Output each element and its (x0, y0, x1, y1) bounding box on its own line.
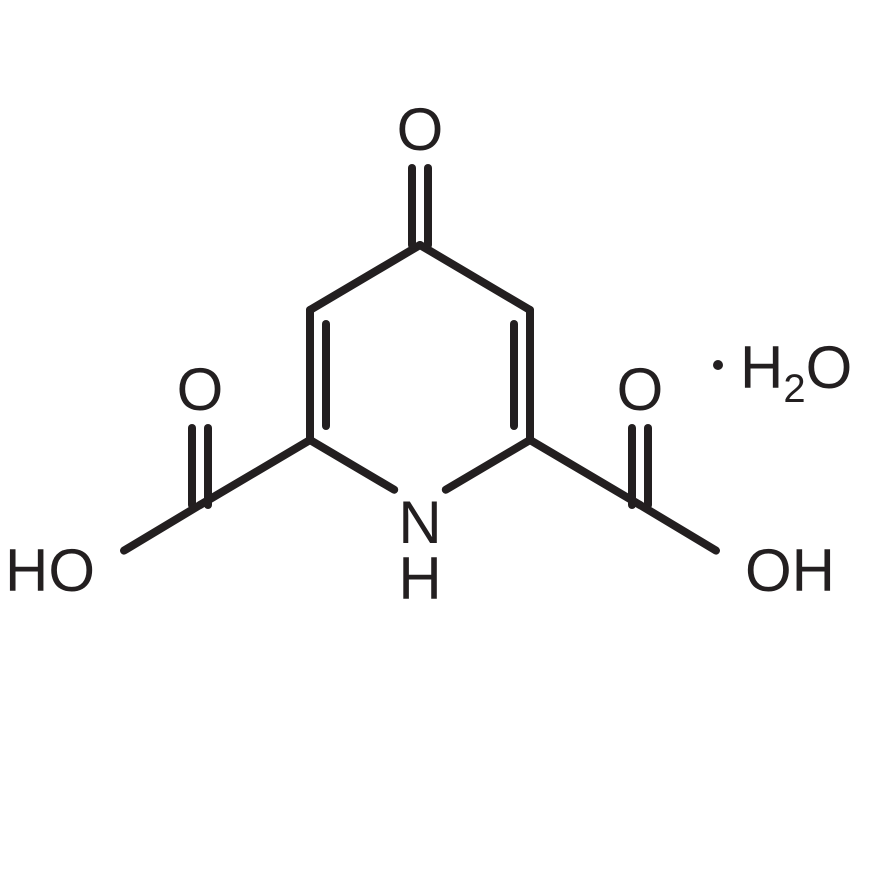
atom-label-oh-right: OH (745, 537, 835, 604)
atom-label-o-top: O (397, 96, 444, 163)
atom-label-o-right-dbl: O (617, 356, 664, 423)
atom-label-ho-left: HO (5, 537, 95, 604)
atom-label-h: H (398, 545, 441, 612)
chemical-structure-diagram: OOOHOOHNHH2O (0, 0, 890, 890)
hydrate-h2o-label: H2O (740, 334, 852, 411)
hydrate-dot (713, 360, 723, 370)
atom-label-o-left-dbl: O (177, 356, 224, 423)
